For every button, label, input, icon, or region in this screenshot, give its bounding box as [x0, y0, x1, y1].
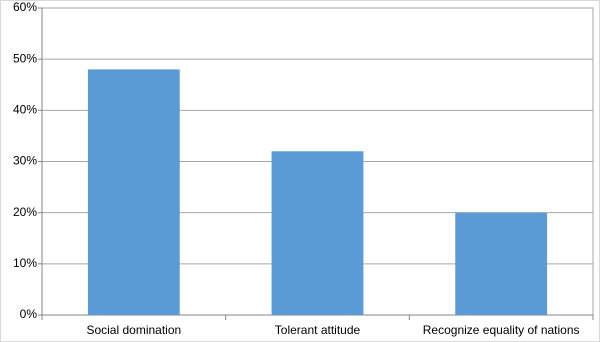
- x-tick-label: Tolerant attitude: [275, 323, 361, 337]
- y-tick-label: 30%: [13, 154, 37, 168]
- y-tick-label: 20%: [13, 205, 37, 219]
- y-tick-label: 0%: [20, 307, 38, 321]
- y-tick-label: 60%: [13, 0, 37, 14]
- bar: [455, 212, 548, 315]
- y-tick-label: 50%: [13, 51, 37, 65]
- y-tick-label: 40%: [13, 103, 37, 117]
- x-tick-label: Social domination: [86, 323, 181, 337]
- x-tick-label: Recognize equality of nations: [423, 323, 580, 337]
- bar: [271, 151, 364, 315]
- bar: [87, 69, 180, 316]
- y-tick-label: 10%: [13, 256, 37, 270]
